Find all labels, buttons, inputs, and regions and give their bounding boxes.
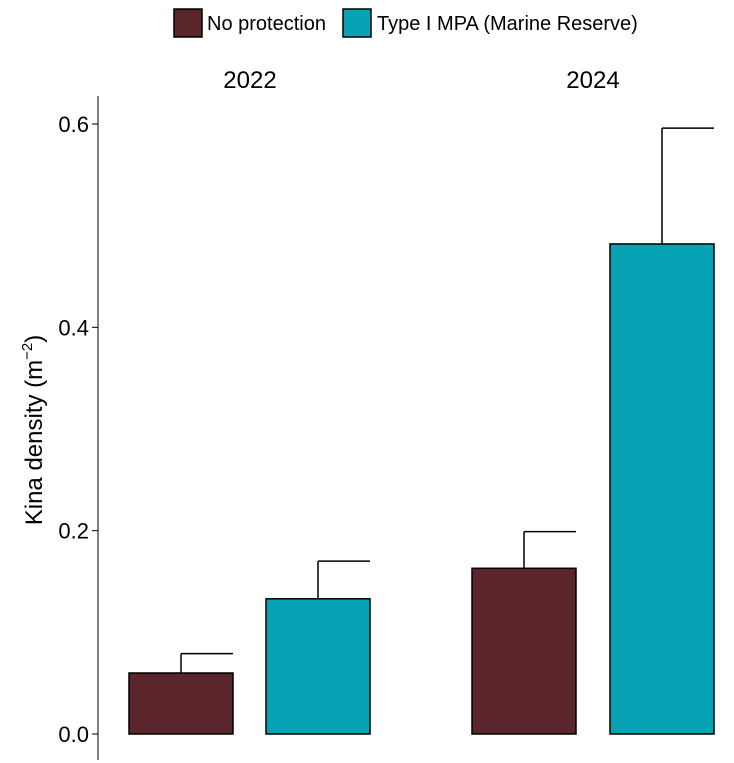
facet-label-2024: 2024: [566, 67, 619, 94]
bar-2024-no-protection: [471, 567, 577, 735]
y-axis-title: Kina density (m−2): [19, 335, 48, 526]
legend-swatch-no-protection: [173, 8, 203, 38]
y-tick-label: 0.4: [58, 315, 89, 340]
bar-2022-type-i-mpa: [265, 598, 371, 735]
y-axis-title-exponent: −2: [19, 343, 36, 360]
y-tick-label: 0.0: [58, 722, 89, 747]
legend: No protection Type I MPA (Marine Reserve…: [173, 8, 638, 38]
y-tick-label: 0.6: [58, 112, 89, 137]
y-axis: 0.0 0.2 0.4 0.6: [58, 96, 99, 760]
legend-swatch-type-i-mpa: [342, 8, 372, 38]
legend-label-no-protection: No protection: [207, 13, 326, 35]
y-tick-label: 0.2: [58, 519, 89, 544]
bars: [128, 127, 715, 735]
legend-label-type-i-mpa: Type I MPA (Marine Reserve): [377, 13, 638, 35]
y-axis-title-text: Kina density (m: [21, 360, 48, 525]
bar-2024-type-i-mpa: [609, 243, 715, 735]
y-ticks: 0.0 0.2 0.4 0.6: [58, 112, 98, 747]
bar-2022-no-protection: [128, 672, 234, 735]
facet-label-2022: 2022: [223, 67, 276, 94]
y-axis-title-close: ): [21, 335, 48, 343]
